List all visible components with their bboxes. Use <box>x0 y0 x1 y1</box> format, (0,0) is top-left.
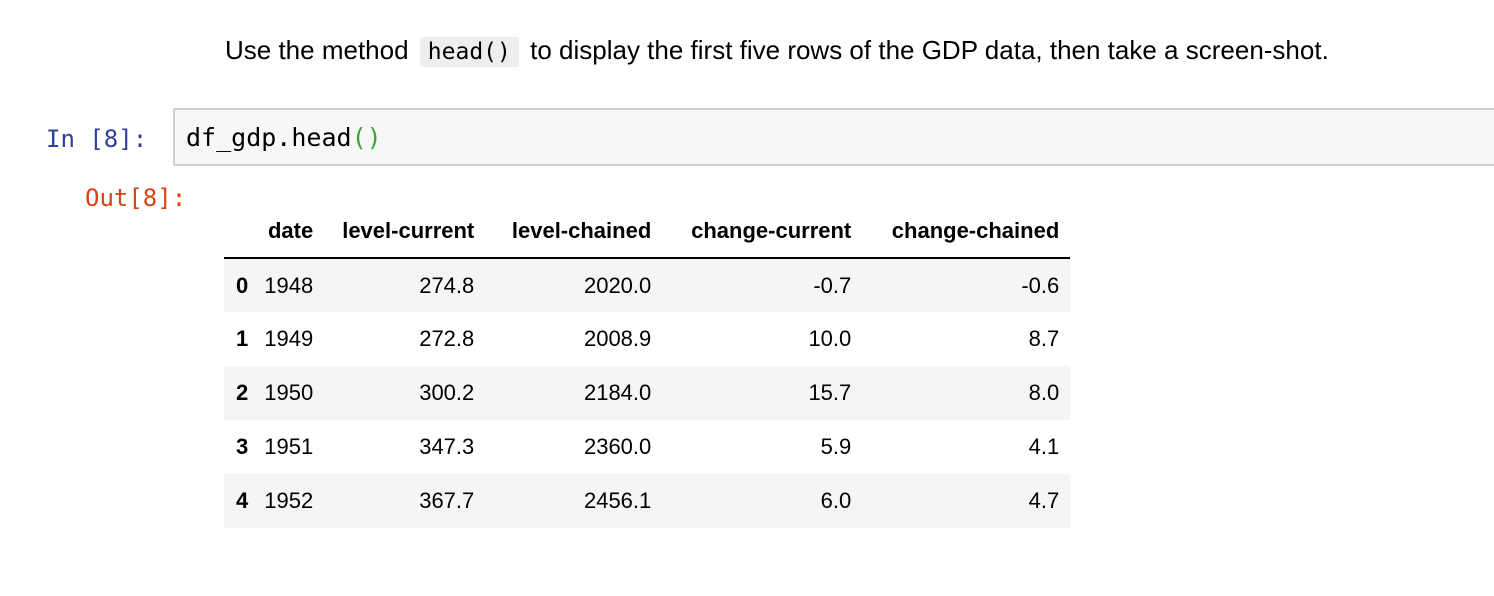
column-header-date: date <box>256 205 332 259</box>
cell-change-current: 6.0 <box>820 488 852 513</box>
code-close-paren: ) <box>366 123 382 152</box>
cell-level-chained: 2184.0 <box>583 380 652 405</box>
cell-level-current: 347.3 <box>419 434 475 459</box>
table-row: 2 1950 300.2 2184.0 15.7 8.0 <box>224 366 1071 420</box>
cell-level-current: 274.8 <box>419 272 475 298</box>
column-header-level-chained: level-chained <box>485 205 663 259</box>
cell-change-current: 10.0 <box>808 326 852 351</box>
column-header-level-current: level-current <box>331 205 486 259</box>
input-prompt: In [8]: <box>46 125 148 153</box>
table-row: 1 1949 272.8 2008.9 10.0 8.7 <box>224 312 1070 366</box>
dataframe-table: date level-current level-chained change-… <box>224 205 1071 528</box>
table-row: 4 1952 367.7 2456.1 6.0 4.7 <box>224 474 1071 528</box>
code-cell-editor[interactable]: df_gdp.head() <box>173 108 1494 166</box>
index-header <box>224 205 257 259</box>
output-prompt: Out[8]: <box>85 184 187 212</box>
cell-change-chained: 4.7 <box>1028 488 1060 513</box>
row-index: 4 <box>236 488 249 513</box>
code-line[interactable]: df_gdp.head() <box>186 121 382 155</box>
cell-level-current: 300.2 <box>419 380 475 405</box>
cell-level-chained: 2020.0 <box>583 272 652 298</box>
code-text: df_gdp.head <box>186 123 352 152</box>
cell-date: 1952 <box>264 488 314 513</box>
cell-date: 1951 <box>264 434 314 459</box>
markdown-text-after: to display the first five rows of the GD… <box>522 35 1329 65</box>
cell-change-chained: -0.6 <box>1021 272 1060 298</box>
cell-level-current: 367.7 <box>419 488 475 513</box>
cell-level-chained: 2008.9 <box>583 326 652 351</box>
table-header-row: date level-current level-chained change-… <box>224 205 1071 259</box>
cell-level-chained: 2360.0 <box>583 434 652 459</box>
cell-change-current: 15.7 <box>808 380 852 405</box>
cell-level-current: 272.8 <box>419 326 475 351</box>
cell-level-chained: 2456.1 <box>583 488 652 513</box>
inline-code: head() <box>419 37 519 67</box>
cell-date: 1950 <box>264 380 314 405</box>
column-header-change-current: change-current <box>662 205 863 259</box>
markdown-instruction: Use the method head() to display the fir… <box>225 30 1329 72</box>
cell-change-current: -0.7 <box>813 272 852 298</box>
row-index: 1 <box>236 326 249 351</box>
row-index: 2 <box>236 380 249 405</box>
cell-date: 1949 <box>264 326 314 351</box>
row-index: 3 <box>236 434 249 459</box>
column-header-change-chained: change-chained <box>862 205 1071 259</box>
cell-change-chained: 4.1 <box>1028 434 1060 459</box>
cell-change-chained: 8.7 <box>1028 326 1060 351</box>
cell-change-current: 5.9 <box>820 434 852 459</box>
cell-change-chained: 8.0 <box>1028 380 1060 405</box>
table-row: 0 1948 274.8 2020.0 -0.7 -0.6 <box>224 258 1071 312</box>
cell-date: 1948 <box>264 272 314 298</box>
row-index: 0 <box>236 272 249 298</box>
table-row: 3 1951 347.3 2360.0 5.9 4.1 <box>224 420 1070 474</box>
code-open-paren: ( <box>351 123 367 152</box>
markdown-text-before: Use the method <box>225 35 416 65</box>
